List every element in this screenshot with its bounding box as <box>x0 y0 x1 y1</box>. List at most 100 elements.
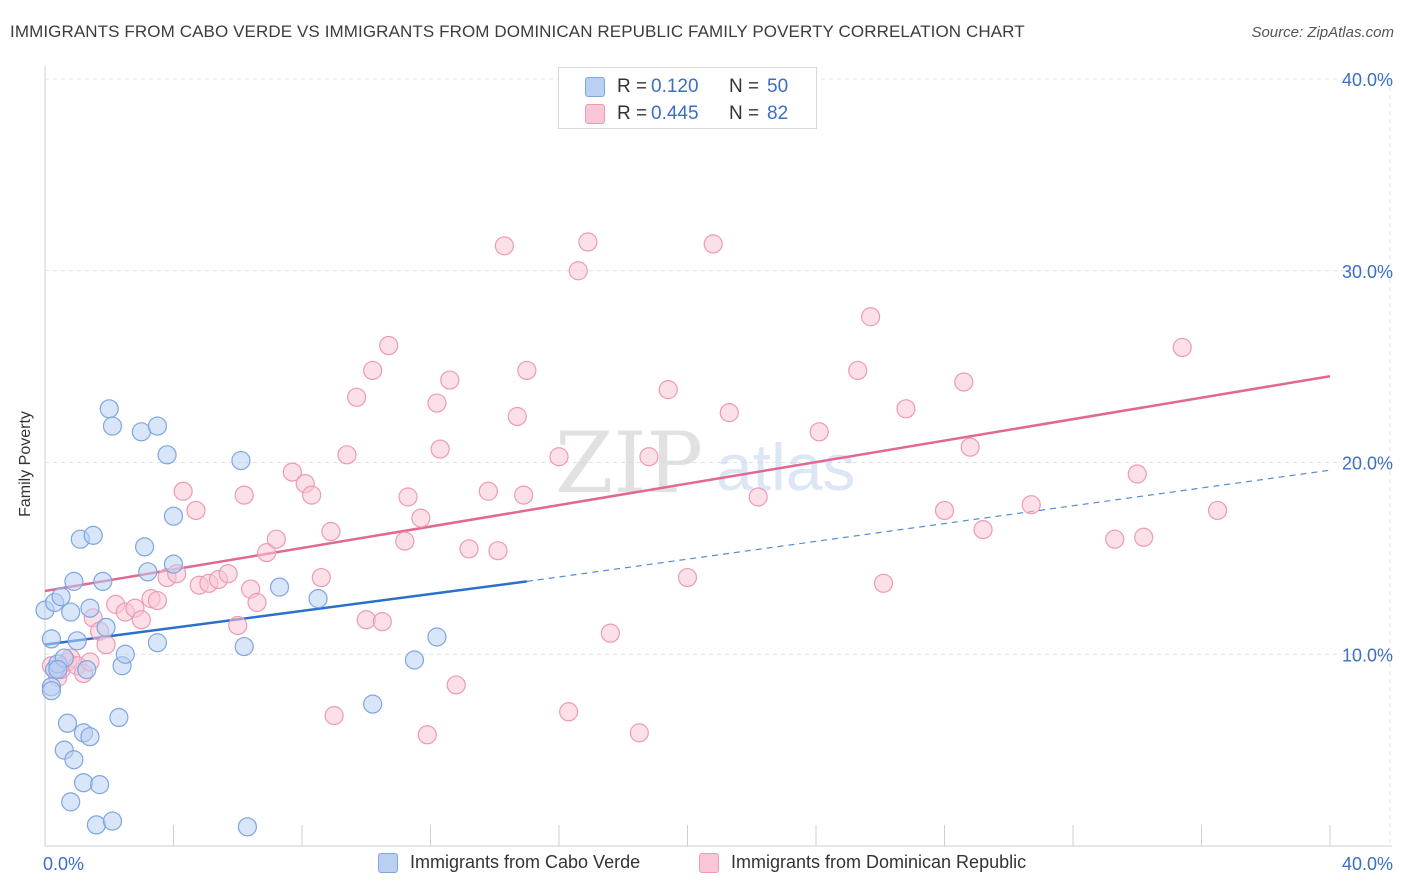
cabo-verde-point <box>134 537 155 557</box>
dominican-point <box>302 485 322 505</box>
dominican-point <box>507 406 527 427</box>
dominican-point <box>446 675 466 695</box>
dominican-point <box>379 335 399 356</box>
n-label: N = <box>729 103 760 124</box>
dominican-point <box>372 612 392 632</box>
data-points <box>35 232 1228 837</box>
dominican-point <box>411 508 431 528</box>
dominican-point <box>257 543 277 563</box>
legend-swatch-blue <box>585 77 605 97</box>
dominican-point <box>973 520 993 540</box>
cabo-verde-point <box>64 571 84 591</box>
cabo-verde-point <box>80 727 100 747</box>
cabo-verde-point <box>115 644 135 664</box>
dominican-point <box>266 529 286 549</box>
cabo-verde-point <box>163 554 184 574</box>
dominican-point <box>848 360 868 381</box>
cabo-verde-point <box>77 659 97 680</box>
cabo-verde-point <box>102 811 123 831</box>
dominican-point <box>1207 500 1228 521</box>
legend-swatch-pink <box>585 104 605 124</box>
cabo-verde-point <box>234 636 254 657</box>
cabo-verde-point <box>163 506 184 526</box>
cabo-verde-point <box>147 633 168 653</box>
dominican-point <box>1127 464 1147 484</box>
dominican-point <box>324 706 344 726</box>
cabo-verde-point <box>102 416 123 436</box>
y-axis-label: Family Poverty <box>17 411 34 517</box>
n-value: 50 <box>767 76 789 97</box>
dominican-point <box>440 370 460 390</box>
dominican-point <box>517 360 537 381</box>
cabo-verde-point <box>61 792 81 812</box>
cabo-verde-point <box>427 627 447 647</box>
legend-item-cabo-verde: Immigrants from Cabo Verde <box>378 852 640 873</box>
dominican-point <box>1105 529 1125 549</box>
dominican-point <box>427 393 447 413</box>
cabo-verde-trend-line <box>44 580 528 646</box>
legend-swatch-pink <box>699 852 719 873</box>
dominican-point <box>873 573 894 593</box>
dominican-point <box>363 360 383 381</box>
cabo-verde-point <box>41 681 62 701</box>
dominican-point <box>861 307 881 327</box>
dominican-point <box>896 399 916 419</box>
dominican-point <box>578 232 598 252</box>
x-tick-label: 0.0% <box>43 854 84 874</box>
source-credit: Source: ZipAtlas.com <box>1251 24 1394 41</box>
dominican-point <box>494 236 514 256</box>
dominican-point <box>748 487 768 507</box>
legend-item-dominican: Immigrants from Dominican Republic <box>699 852 1026 873</box>
dominican-point <box>934 500 955 521</box>
cabo-verde-point <box>80 598 100 618</box>
r-label: R = <box>617 76 648 97</box>
series-legend: Immigrants from Cabo Verde Immigrants fr… <box>0 850 1406 878</box>
cabo-verde-point <box>57 713 78 733</box>
cabo-verde-point <box>99 399 119 419</box>
cabo-verde-point <box>61 602 81 622</box>
dominican-point <box>234 485 254 505</box>
legend-label: Immigrants from Cabo Verde <box>410 852 641 872</box>
y-tick-label: 40.0% <box>1342 70 1393 90</box>
dominican-point <box>173 481 193 501</box>
dominican-point <box>1172 337 1192 358</box>
cabo-verde-point <box>51 587 71 607</box>
cabo-verde-point <box>308 589 328 609</box>
dominican-point <box>954 372 974 392</box>
dominican-point <box>960 437 980 457</box>
y-axis-label-wrap: Family Poverty <box>6 411 46 517</box>
dominican-point <box>514 485 534 505</box>
cabo-verde-point <box>73 773 94 793</box>
cabo-verde-point <box>86 815 107 835</box>
dominican-point <box>347 387 367 407</box>
dominican-point <box>1021 495 1041 515</box>
cabo-verde-point <box>131 422 151 442</box>
cabo-verde-point <box>404 650 425 670</box>
dominican-point <box>282 462 302 482</box>
cabo-verde-point <box>96 617 116 638</box>
cabo-verde-point <box>109 707 129 728</box>
dominican-point <box>488 541 508 561</box>
dominican-point <box>568 261 588 281</box>
dominican-point <box>395 531 415 551</box>
dominican-point <box>228 615 248 636</box>
cabo-verde-point <box>90 775 110 795</box>
tick-labels: 10.0% 20.0% 30.0% 40.0% 0.0% 40.0% <box>43 70 1393 874</box>
dominican-point <box>658 380 678 400</box>
r-label: R = <box>617 103 648 124</box>
cabo-verde-point <box>157 445 177 465</box>
dominican-point <box>96 635 116 655</box>
r-value: 0.120 <box>651 76 699 97</box>
cabo-verde-point <box>48 659 68 680</box>
dominican-point <box>430 439 450 459</box>
dominican-point <box>311 567 331 588</box>
watermark-zip: ZIP <box>555 414 703 512</box>
legend-swatch-blue <box>378 852 398 873</box>
cabo-verde-point <box>83 525 103 545</box>
r-value: 0.445 <box>651 103 699 124</box>
cabo-verde-point <box>237 817 257 837</box>
dominican-point <box>719 403 739 423</box>
y-tick-label: 30.0% <box>1342 262 1393 282</box>
dominican-point <box>600 623 621 643</box>
